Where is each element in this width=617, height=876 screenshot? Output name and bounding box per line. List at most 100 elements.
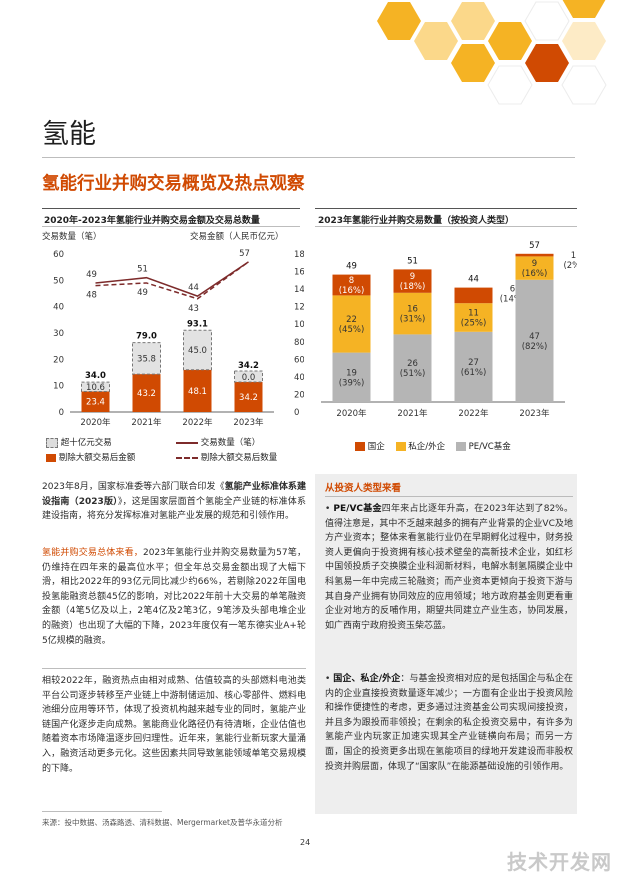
bar-label-large-deals: 0.0	[242, 373, 256, 383]
left-chart-plot: 0 10 20 30 40 50 60 0 20 40 60 80 100 120 140 160 180 23.…	[53, 249, 304, 428]
bar-segment-pevc	[332, 352, 371, 402]
right-y-tick: 40	[294, 373, 304, 383]
legend-item-deal-count: 交易数量（笔）	[176, 436, 306, 448]
right-y-tick: 140	[294, 285, 304, 295]
bar-total-label: 93.1	[187, 319, 208, 329]
right-chart-rule	[315, 208, 577, 209]
line-label-adjusted-count: 49	[137, 288, 148, 298]
bar-segment-label: (45%)	[339, 325, 365, 335]
bar-total-label: 49	[346, 262, 357, 272]
right-y-axis-label: 交易金额（人民币亿元）	[190, 232, 284, 242]
bar-segment-label: (31%)	[400, 315, 426, 325]
bar-segment-soe	[454, 287, 493, 304]
x-tick-label: 2022年	[458, 408, 489, 419]
left-y-tick: 50	[53, 276, 64, 286]
bar-label-adjusted-amount: 23.4	[86, 398, 105, 408]
bar-segment-private	[393, 292, 432, 335]
right-y-tick: 100	[294, 320, 304, 330]
page-subtitle: 氢能行业并购交易概览及热点观察	[42, 174, 305, 194]
bar-segment-label: (39%)	[339, 378, 365, 388]
legend-label-large-deals: 超十亿元交易	[60, 438, 112, 448]
bar-segment-private	[515, 256, 554, 280]
source-note: 来源：投中数据、汤森路透、清科数据、Mergermarket及普华永道分析	[42, 818, 283, 827]
x-tick-label: 2021年	[397, 408, 428, 419]
investor-type-panel	[315, 474, 577, 814]
x-tick-label: 2020年	[336, 408, 367, 419]
honeycomb-decoration	[340, 0, 617, 110]
right-chart-title-underline	[315, 226, 577, 227]
x-tick-label: 2022年	[182, 417, 213, 428]
left-chart-title: 2020年-2023年氢能行业并购交易金额及交易总数量	[44, 216, 260, 226]
source-rule	[42, 811, 162, 812]
bar-segment-label: 16	[407, 305, 418, 315]
right-y-tick: 0	[294, 408, 299, 418]
bar-segment-soe	[515, 253, 554, 257]
left-y-axis-label: 交易数量（笔）	[42, 232, 102, 242]
legend-label-adjusted-amount: 剔除大额交易后金额	[58, 453, 136, 463]
left-y-tick: 60	[53, 250, 64, 260]
bar-label-large-deals: 35.8	[137, 354, 156, 364]
bar-total-label: 44	[468, 275, 479, 285]
left-chart: 交易数量（笔） 交易金额（人民币亿元） 0 10 20 30 40 50 60 0 20 40 60…	[42, 230, 304, 468]
legend-label-soe: 国企	[367, 442, 385, 452]
bar-segment-label: (61%)	[461, 368, 487, 378]
bar-label-adjusted-amount: 34.2	[239, 393, 258, 403]
legend-label-adjusted-count: 剔除大额交易后数量	[200, 453, 278, 463]
legend-item-adjusted-count: 剔除大额交易后数量	[176, 451, 306, 463]
panel-heading: 从投资人类型来看	[325, 483, 402, 494]
bar-segment-label: 47	[529, 332, 540, 342]
bar-label-adjusted-amount: 48.1	[188, 387, 207, 397]
legend-item-large-deals: 超十亿元交易	[46, 436, 166, 448]
bar-adjusted-amount	[234, 381, 263, 412]
right-y-tick: 180	[294, 250, 304, 260]
right-y-tick: 20	[294, 390, 304, 400]
legend-item-adjusted-amount: 剔除大额交易后金额	[46, 451, 176, 463]
bar-large-deals	[234, 370, 263, 383]
bar-segment-label: (16%)	[522, 269, 548, 279]
bar-segment-label: (25%)	[461, 319, 487, 329]
bar-segment-label: (18%)	[400, 282, 426, 292]
x-tick-label: 2023年	[519, 408, 550, 419]
overview-highlight: 氢能并购交易总体来看，	[42, 548, 143, 558]
legend-label-pevc: PE/VC基金	[468, 442, 511, 452]
paragraph-standard-guide: 2023年8月，国家标准委等六部门联合印发《氢能产业标准体系建设指南（2023版…	[42, 482, 306, 522]
left-chart-rule	[42, 208, 300, 209]
left-chart-title-underline	[42, 226, 300, 227]
bar-segment-label: 22	[346, 315, 357, 325]
bar-label-large-deals: 10.6	[86, 383, 105, 393]
legend-item-private: 私企/外企	[395, 442, 446, 452]
bar-segment-private	[454, 303, 493, 332]
legend-label-deal-count: 交易数量（笔）	[200, 438, 261, 448]
line-label-deal-count: 51	[137, 265, 148, 275]
page-title: 氢能	[42, 119, 96, 150]
bullet-enterprise: • 国企、私企/外企：与基金投资相对应的是包括国企与私企在内的企业直接投资数量逐…	[325, 674, 573, 772]
bar-segment-label: 26	[407, 359, 418, 369]
line-adjusted-count	[95, 261, 249, 300]
bar-adjusted-amount	[183, 369, 212, 412]
panel-heading-rule	[325, 496, 573, 497]
bar-segment-soe	[332, 274, 371, 296]
bar-total-label: 34.2	[238, 361, 259, 371]
right-chart-legend: 国企 私企/外企 PE/VC基金	[355, 440, 575, 452]
bar-label-large-deals: 45.0	[188, 346, 207, 356]
right-y-tick: 60	[294, 355, 304, 365]
left-y-tick: 10	[53, 382, 64, 392]
bar-label-adjusted-amount: 43.2	[137, 389, 156, 399]
bar-total-label: 79.0	[136, 332, 157, 342]
bar-large-deals	[183, 329, 212, 371]
bar-total-label: 34.0	[85, 371, 106, 381]
bar-segment-label: 9	[410, 272, 415, 282]
right-chart: 19 (39%) 22 (45%) 8 (16%) 49 2020年 26 (51%) 16 (31%…	[315, 230, 577, 468]
right-y-tick: 160	[294, 268, 304, 278]
bar-segment-label-outside: 6	[510, 285, 515, 295]
right-chart-plot: 19(39%)22(45%)8(16%)492020年26(51%)16(31%…	[321, 241, 577, 419]
bar-segment-label: (82%)	[522, 342, 548, 352]
guide-name: 氢能产业标准体系建设指南（2023版）	[42, 482, 306, 507]
legend-label-private: 私企/外企	[408, 442, 446, 452]
x-tick-label: 2023年	[233, 417, 264, 428]
line-deal-count	[95, 261, 249, 297]
title-divider	[42, 157, 575, 158]
bar-segment-label: 11	[468, 309, 479, 319]
left-y-tick: 40	[53, 303, 64, 313]
bar-adjusted-amount	[132, 374, 161, 412]
